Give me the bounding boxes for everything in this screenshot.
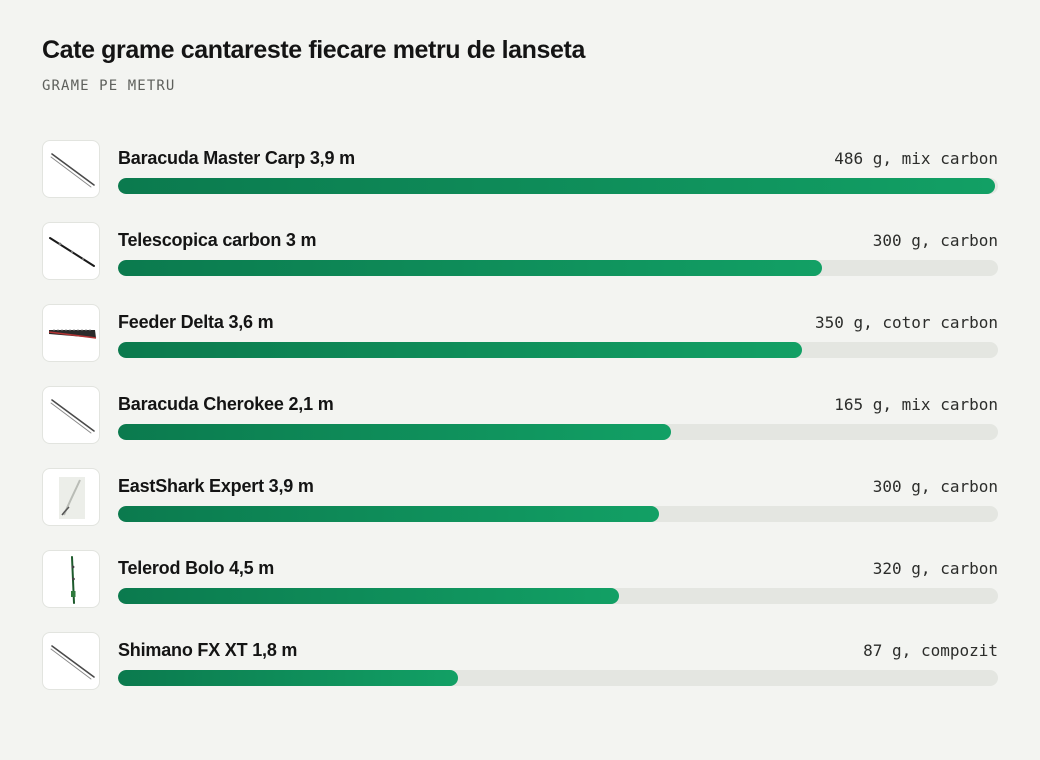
bar-row: Telerod Bolo 4,5 m 320 g, carbon	[42, 550, 998, 632]
bar-value-label: 87 g, compozit	[863, 641, 998, 660]
bar	[118, 424, 672, 440]
bar-row: Baracuda Master Carp 3,9 m 486 g, mix car…	[42, 140, 998, 222]
bar-value-label: 320 g, carbon	[872, 559, 998, 578]
bar	[118, 178, 996, 194]
bar	[118, 588, 619, 604]
bar	[118, 506, 660, 522]
bar	[118, 260, 822, 276]
bar-row: Telescopica carbon 3 m 300 g, carbon	[42, 222, 998, 304]
feeder-rod-icon	[42, 304, 100, 362]
chart-subtitle: GRAME PE METRU	[42, 78, 176, 94]
bar-category-label: Baracuda Cherokee 2,1 m	[118, 394, 334, 414]
bar-category-label: Baracuda Master Carp 3,9 m	[118, 148, 355, 168]
bar	[118, 342, 803, 358]
bar-track	[118, 670, 998, 686]
fishing-rod-icon	[42, 386, 100, 444]
bar-category-label: Telescopica carbon 3 m	[118, 230, 317, 250]
bar-list: Baracuda Master Carp 3,9 m 486 g, mix car…	[42, 140, 998, 714]
bar-row: Baracuda Cherokee 2,1 m 165 g, mix carbon	[42, 386, 998, 468]
bar-value-label: 350 g, cotor carbon	[814, 313, 998, 332]
bar	[118, 670, 459, 686]
bar-category-label: Feeder Delta 3,6 m	[118, 312, 274, 332]
bolo-rod-icon	[42, 550, 100, 608]
bar-track	[118, 178, 998, 194]
rod-blank-icon	[42, 468, 100, 526]
chart-title: Cate grame cantareste fiecare metru de l…	[42, 36, 585, 64]
bar-value-label: 300 g, carbon	[872, 477, 998, 496]
bar-track	[118, 588, 998, 604]
telescopic-rod-icon	[42, 222, 100, 280]
bar-track	[118, 260, 998, 276]
bar-category-label: EastShark Expert 3,9 m	[118, 476, 314, 496]
bar-category-label: Telerod Bolo 4,5 m	[118, 558, 275, 578]
fishing-rod-icon	[42, 140, 100, 198]
bar-track	[118, 424, 998, 440]
bar-value-label: 165 g, mix carbon	[834, 395, 998, 414]
bar-row: Shimano FX XT 1,8 m 87 g, compozit	[42, 632, 998, 714]
bar-row: Feeder Delta 3,6 m 350 g, cotor carbon	[42, 304, 998, 386]
bar-track	[118, 342, 998, 358]
bar-row: EastShark Expert 3,9 m 300 g, carbon	[42, 468, 998, 550]
bar-category-label: Shimano FX XT 1,8 m	[118, 640, 298, 660]
bar-value-label: 300 g, carbon	[872, 231, 998, 250]
bar-value-label: 486 g, mix carbon	[834, 149, 998, 168]
fishing-rod-icon	[42, 632, 100, 690]
bar-track	[118, 506, 998, 522]
